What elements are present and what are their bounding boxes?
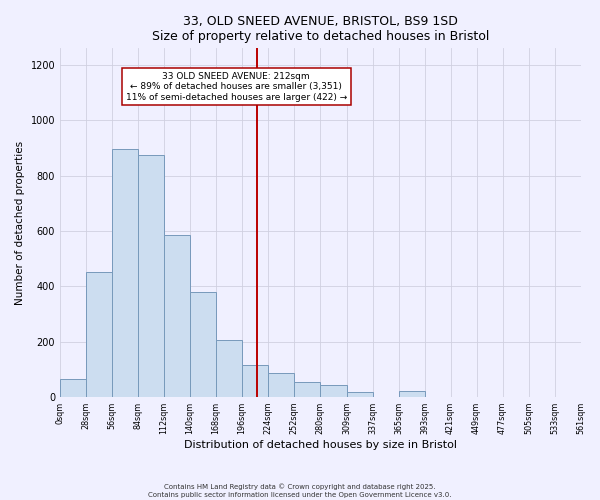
Text: 33 OLD SNEED AVENUE: 212sqm
← 89% of detached houses are smaller (3,351)
11% of : 33 OLD SNEED AVENUE: 212sqm ← 89% of det…	[125, 72, 347, 102]
Y-axis label: Number of detached properties: Number of detached properties	[15, 140, 25, 304]
Bar	[112, 150, 138, 397]
Bar	[347, 392, 373, 397]
Title: 33, OLD SNEED AVENUE, BRISTOL, BS9 1SD
Size of property relative to detached hou: 33, OLD SNEED AVENUE, BRISTOL, BS9 1SD S…	[152, 15, 489, 43]
X-axis label: Distribution of detached houses by size in Bristol: Distribution of detached houses by size …	[184, 440, 457, 450]
Bar	[138, 155, 164, 397]
Bar	[86, 272, 112, 397]
Bar	[216, 340, 242, 397]
Bar	[320, 384, 347, 397]
Bar	[398, 392, 425, 397]
Bar	[164, 235, 190, 397]
Bar	[294, 382, 320, 397]
Bar	[242, 365, 268, 397]
Text: Contains HM Land Registry data © Crown copyright and database right 2025.
Contai: Contains HM Land Registry data © Crown c…	[148, 484, 452, 498]
Bar	[190, 292, 216, 397]
Bar	[268, 374, 294, 397]
Bar	[60, 379, 86, 397]
